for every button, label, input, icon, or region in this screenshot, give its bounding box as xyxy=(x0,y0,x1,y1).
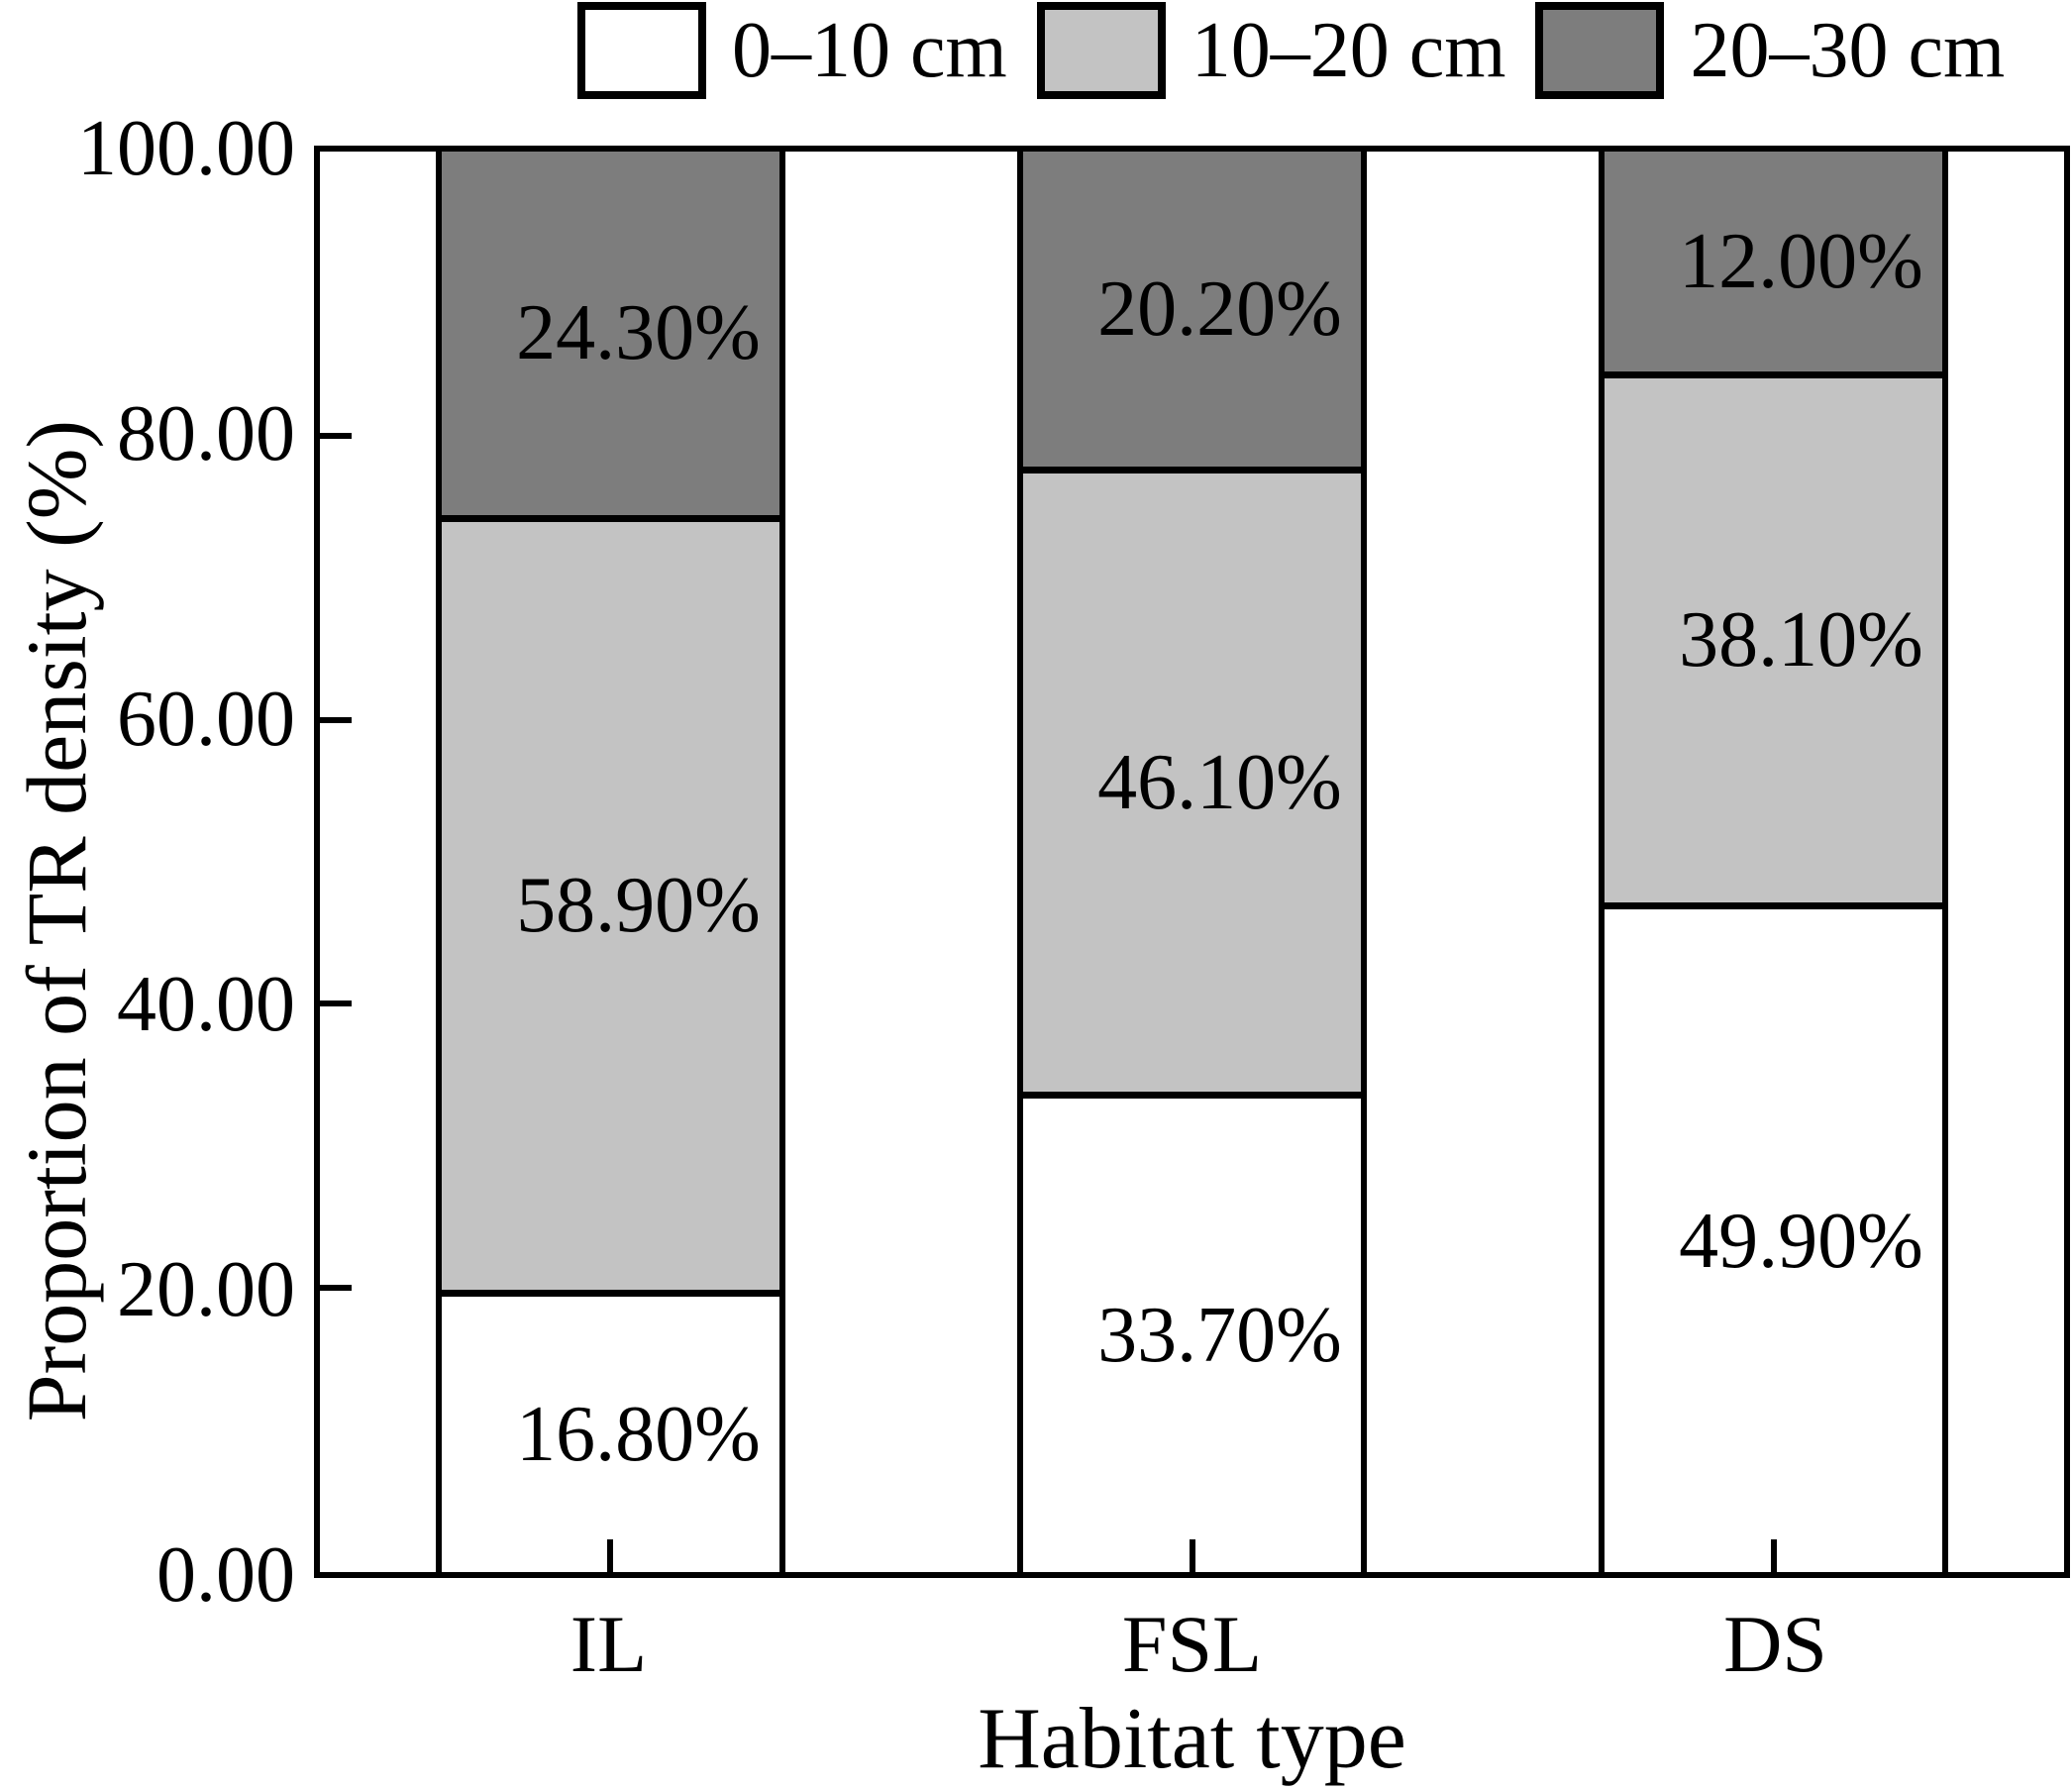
y-axis-tick xyxy=(320,1285,352,1292)
y-axis-title-wrap: Proportion of TR density (%) xyxy=(0,158,113,1684)
bar-ds: 12.00% 38.10% 49.90% xyxy=(1599,146,1948,1578)
y-axis-tick-label: 0.00 xyxy=(156,1531,295,1619)
x-axis-title: Habitat type xyxy=(978,1691,1406,1787)
segment-value-label: 33.70% xyxy=(1097,1292,1342,1380)
legend: 0–10 cm 10–20 cm 20–30 cm xyxy=(577,2,2005,99)
bar-segment-il-3: 24.30% xyxy=(442,152,779,515)
bar-segment-ds-3: 12.00% xyxy=(1605,152,1942,371)
x-axis-category-label: DS xyxy=(1723,1599,1827,1689)
segment-value-label: 58.90% xyxy=(516,862,761,950)
legend-swatch-icon xyxy=(1036,2,1166,99)
bar-segment-fsl-3: 20.20% xyxy=(1023,152,1361,468)
legend-item-label: 20–30 cm xyxy=(1690,7,2006,94)
bar-segment-ds-1: 49.90% xyxy=(1605,902,1942,1572)
legend-swatch-icon xyxy=(1535,2,1665,99)
bar-segment-ds-2: 38.10% xyxy=(1605,370,1942,903)
segment-value-label: 24.30% xyxy=(516,289,761,377)
x-axis-tick xyxy=(1189,1539,1195,1572)
x-axis-category-label: IL xyxy=(570,1599,648,1689)
x-axis-category-label: FSL xyxy=(1121,1599,1263,1689)
plot-area: 24.30% 58.90% 16.80% 20.20% 46.10% 33.70% 12.0… xyxy=(314,146,2070,1578)
y-axis-tick xyxy=(320,716,352,723)
y-axis-tick xyxy=(320,1000,352,1007)
y-axis-tick-label: 100.00 xyxy=(77,105,295,192)
segment-value-label: 20.20% xyxy=(1097,265,1342,354)
bar-segment-fsl-2: 46.10% xyxy=(1023,467,1361,1093)
legend-item-label: 0–10 cm xyxy=(732,7,1007,94)
y-axis-tick-label: 80.00 xyxy=(117,390,295,477)
segment-value-label: 16.80% xyxy=(516,1390,761,1478)
legend-item-2: 10–20 cm xyxy=(1036,2,1506,99)
segment-value-label: 12.00% xyxy=(1679,217,1923,305)
segment-value-label: 49.90% xyxy=(1679,1197,1923,1285)
y-axis-tick-label: 60.00 xyxy=(117,676,295,763)
bar-segment-fsl-1: 33.70% xyxy=(1023,1092,1361,1572)
segment-value-label: 46.10% xyxy=(1097,739,1342,827)
x-axis-tick xyxy=(1770,1539,1777,1572)
segment-value-label: 38.10% xyxy=(1679,596,1923,684)
x-axis-tick xyxy=(607,1539,614,1572)
legend-item-3: 20–30 cm xyxy=(1535,2,2005,99)
bar-fsl: 20.20% 46.10% 33.70% xyxy=(1017,146,1367,1578)
y-axis-tick xyxy=(320,432,352,439)
bar-segment-il-1: 16.80% xyxy=(442,1289,779,1572)
legend-item-label: 10–20 cm xyxy=(1191,7,1506,94)
legend-item-1: 0–10 cm xyxy=(577,2,1007,99)
bar-segment-il-2: 58.90% xyxy=(442,514,779,1290)
y-axis-tick-label: 40.00 xyxy=(117,961,295,1048)
legend-swatch-icon xyxy=(577,2,706,99)
bar-il: 24.30% 58.90% 16.80% xyxy=(436,146,785,1578)
y-axis-tick-label: 20.00 xyxy=(117,1246,295,1333)
